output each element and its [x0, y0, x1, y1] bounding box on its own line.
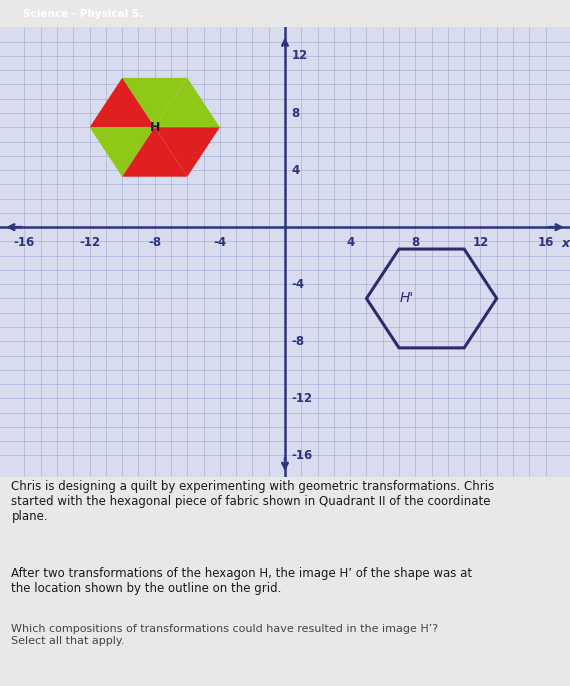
- Text: 12: 12: [291, 49, 308, 62]
- Polygon shape: [89, 78, 154, 128]
- Text: x: x: [561, 237, 569, 250]
- Text: -8: -8: [148, 236, 161, 249]
- Text: Science - Physical S.: Science - Physical S.: [23, 9, 143, 19]
- Text: Which compositions of transformations could have resulted in the image H’?
Selec: Which compositions of transformations co…: [11, 624, 438, 646]
- Text: 8: 8: [291, 106, 300, 119]
- Polygon shape: [122, 128, 188, 177]
- Text: -16: -16: [291, 449, 313, 462]
- Text: H: H: [149, 121, 160, 134]
- Text: -12: -12: [291, 392, 312, 405]
- Text: Chris is designing a quilt by experimenting with geometric transformations. Chri: Chris is designing a quilt by experiment…: [11, 480, 495, 523]
- Text: -4: -4: [213, 236, 226, 249]
- Polygon shape: [89, 128, 154, 177]
- Text: -4: -4: [291, 278, 304, 291]
- Polygon shape: [122, 78, 188, 128]
- Text: After two transformations of the hexagon H, the image H’ of the shape was at
the: After two transformations of the hexagon…: [11, 567, 473, 595]
- Text: 4: 4: [291, 163, 300, 176]
- Text: 12: 12: [473, 236, 488, 249]
- Text: H': H': [400, 292, 414, 305]
- Polygon shape: [154, 78, 220, 128]
- Polygon shape: [154, 128, 220, 177]
- Text: -12: -12: [79, 236, 100, 249]
- Text: 4: 4: [346, 236, 355, 249]
- Text: -8: -8: [291, 335, 304, 348]
- Text: 8: 8: [411, 236, 420, 249]
- Text: -16: -16: [14, 236, 35, 249]
- Text: 16: 16: [538, 236, 554, 249]
